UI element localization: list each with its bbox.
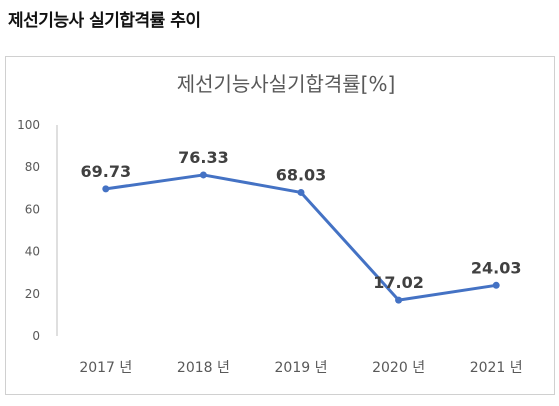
x-tick-label: 2021 년 bbox=[470, 360, 523, 376]
data-point bbox=[395, 296, 403, 304]
page-heading: 제선기능사 실기합격률 추이 bbox=[8, 11, 201, 31]
data-label: 24.03 bbox=[471, 258, 522, 277]
y-axis: 0 20 40 60 80 100 bbox=[17, 118, 40, 343]
y-tick-label: 60 bbox=[25, 202, 40, 216]
data-label: 69.73 bbox=[80, 162, 131, 181]
y-tick-label: 100 bbox=[17, 118, 40, 132]
data-point bbox=[199, 171, 207, 179]
data-label: 17.02 bbox=[373, 273, 424, 292]
x-axis: 2017 년 2018 년 2019 년 2020 년 2021 년 bbox=[79, 360, 522, 376]
chart-frame bbox=[5, 56, 555, 395]
y-tick-label: 20 bbox=[25, 287, 40, 301]
data-label: 76.33 bbox=[178, 148, 229, 167]
y-tick-label: 0 bbox=[32, 329, 40, 343]
x-tick-label: 2018 년 bbox=[177, 360, 230, 376]
x-tick-label: 2020 년 bbox=[372, 360, 425, 376]
data-point bbox=[102, 185, 110, 193]
chart-title: 제선기능사실기합격률[%] bbox=[177, 72, 396, 96]
data-point bbox=[297, 188, 305, 196]
x-tick-label: 2017 년 bbox=[79, 360, 132, 376]
series: 69.73 76.33 68.03 17.02 24.03 bbox=[80, 148, 522, 304]
y-tick-label: 80 bbox=[25, 160, 40, 174]
x-tick-label: 2019 년 bbox=[275, 360, 328, 376]
data-point bbox=[492, 281, 500, 289]
data-label: 68.03 bbox=[276, 165, 327, 184]
y-tick-label: 40 bbox=[25, 245, 40, 259]
